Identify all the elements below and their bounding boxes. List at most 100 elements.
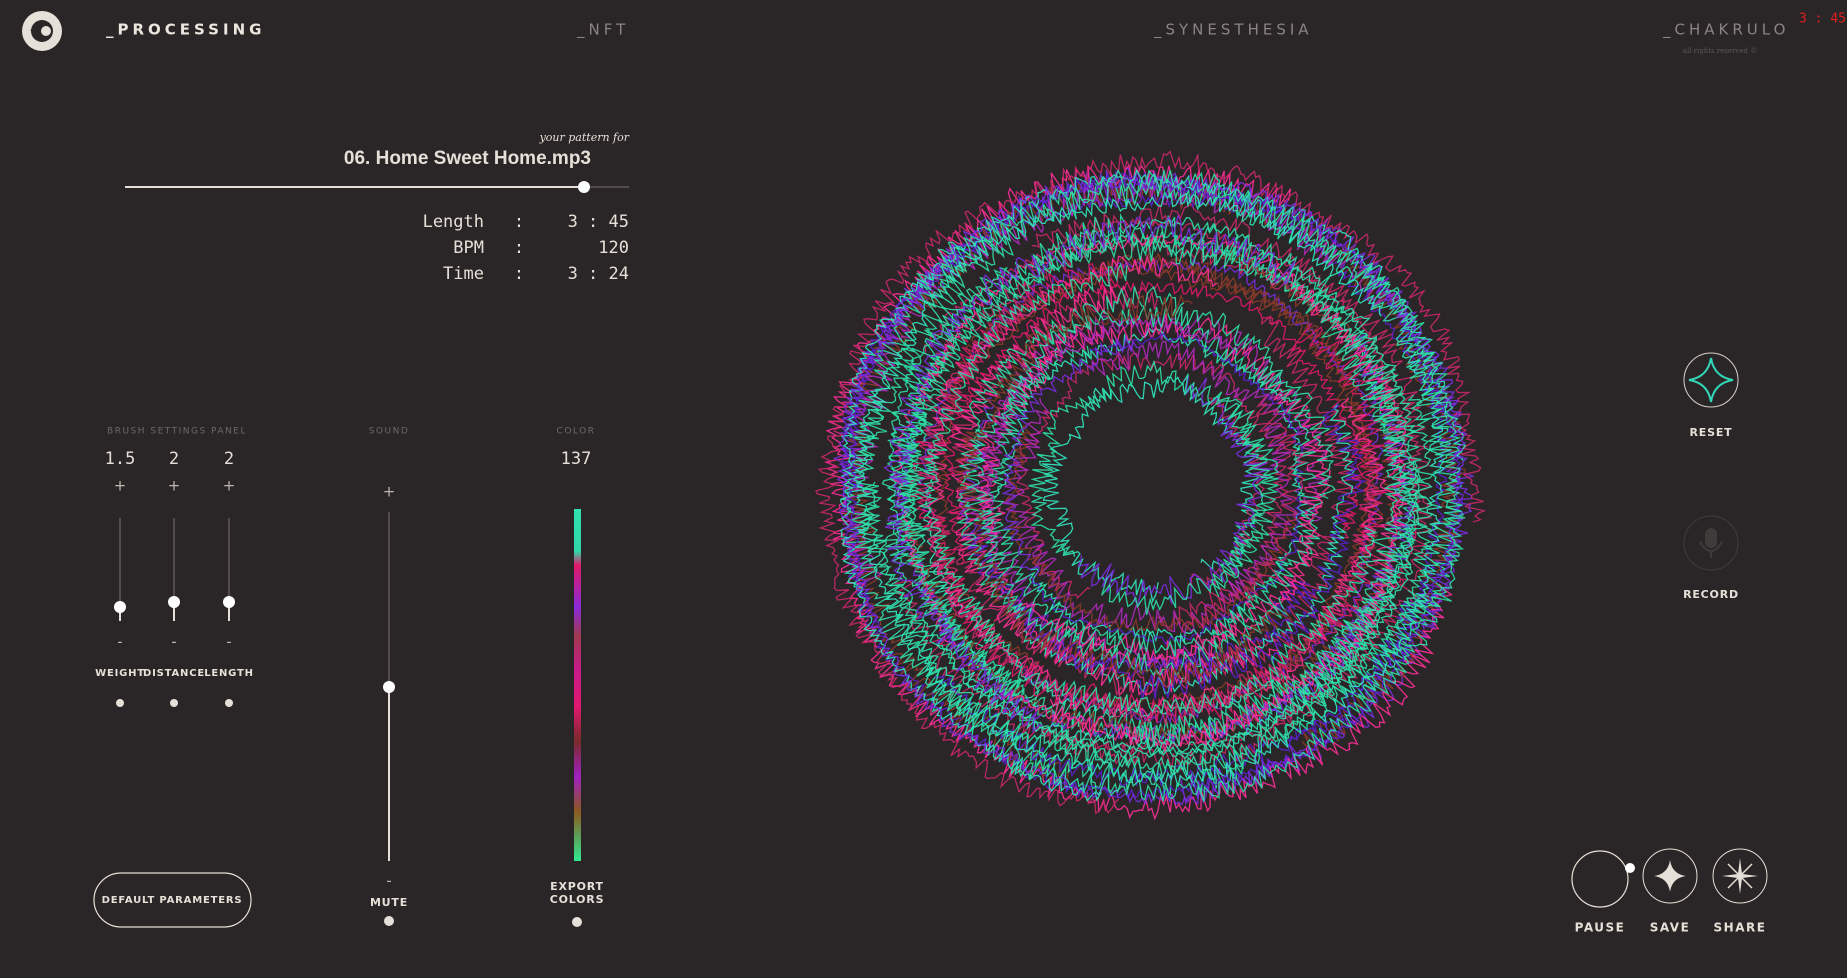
share-icon-rays [1727,863,1753,889]
plus[interactable]: + [168,477,181,495]
brush-controls: 1.5 + - WEIGHT 2 + - DISTANCE 2 + - LENGTH [95,449,254,707]
pattern-stroke [958,397,1222,674]
mute-label[interactable]: MUTE [370,896,408,909]
info-label: Length [423,212,484,232]
toggle-dot[interactable] [384,916,394,926]
slider-handle[interactable] [383,681,395,693]
pattern-stroke [1136,403,1368,700]
toggle-dot[interactable] [116,699,124,707]
info-value: 120 [598,238,629,258]
pattern-stroke [926,254,1388,719]
pattern-stroke [916,287,1383,727]
icon-ring [1683,352,1739,408]
info-sep: : [514,238,524,258]
slider-handle[interactable] [168,596,180,608]
reset-icon [1688,357,1734,403]
track-caption: your pattern for [539,131,630,144]
info-value: 3 : 24 [568,264,629,284]
pattern-stroke [1077,375,1274,606]
nav-link[interactable]: _PROCESSING [106,21,265,39]
pattern-stroke [976,319,1331,669]
pattern-stroke [1049,263,1408,754]
pattern-stroke [934,266,1377,711]
info-value: 3 : 45 [568,212,629,232]
button-outline [93,872,252,928]
icon-ring [1571,850,1629,908]
pattern-stroke [1041,376,1262,604]
copyright: all rights reserved © [1683,47,1757,55]
pattern-stroke [963,460,1420,755]
progress-handle[interactable] [578,181,590,193]
action-label: SAVE [1650,921,1691,935]
pattern-stroke [1101,395,1279,616]
save-button[interactable]: SAVE [1642,848,1698,935]
toggle-dot[interactable] [225,699,233,707]
record-label[interactable]: RECORD [1683,588,1739,601]
info-label: BPM [453,238,484,258]
pattern-stroke [896,232,1415,748]
default-button[interactable]: DEFAULT PARAMETERS [93,872,252,928]
panel-title: BRUSH SETTINGS PANEL [107,427,247,437]
pattern-stroke [917,262,1379,716]
pause-button[interactable]: PAUSE [1571,850,1635,935]
pattern-stroke [1000,340,1299,636]
pattern-stroke [883,213,1296,733]
pattern-stroke [1001,334,1140,577]
toggle-dot[interactable] [170,699,178,707]
minus[interactable]: - [386,872,391,890]
color-bar[interactable] [574,509,581,861]
record-button[interactable] [1683,515,1739,571]
pattern-stroke [849,190,1446,788]
toggle-dot[interactable] [572,917,582,927]
info-label: Time [443,264,484,284]
pattern-stroke [978,321,1324,657]
mic-stand [1699,541,1723,558]
button-label: DEFAULT PARAMETERS [102,895,243,906]
pattern-stroke [836,167,1474,806]
nav-link[interactable]: _SYNESTHESIA [1153,21,1313,40]
icon-ring [1642,848,1698,904]
reset-button[interactable]: RESET [1683,352,1739,439]
share-button[interactable]: SHARE [1712,848,1768,935]
brush-value: 2 [224,449,234,469]
pattern-stroke [1180,395,1308,633]
plus[interactable]: + [223,477,236,495]
brush-label: LENGTH [204,668,254,679]
action-label: SHARE [1714,921,1767,935]
mic-icon [1705,528,1717,548]
pattern-stroke [1028,359,1277,598]
reset-label: RESET [1690,426,1733,439]
slider-handle[interactable] [223,596,235,608]
action-label: PAUSE [1575,921,1626,935]
export-label[interactable]: COLORS [550,893,605,906]
export-label[interactable]: EXPORT [550,880,604,893]
brush-label: DISTANCE [143,668,205,679]
nav-link[interactable]: _CHAKRULO [1662,21,1789,40]
plus[interactable]: + [114,477,127,495]
brush-value: 2 [169,449,179,469]
info-sep: : [514,264,524,284]
track-name: 06. Home Sweet Home.mp3 [344,148,591,169]
pattern [815,150,1487,821]
pause-dot [1625,863,1635,873]
track-info: Length: 3 : 45 BPM: 120 Time: 3 : 24 [423,212,629,284]
clock: 3 : 45 [1799,12,1846,27]
brush-value: 1.5 [105,449,136,469]
minus[interactable]: - [226,633,231,651]
color-value: 137 [561,449,592,469]
icon-ring [1712,848,1768,904]
pattern-stroke [955,293,1293,686]
logo[interactable] [22,11,62,51]
pattern-stroke [981,314,1238,546]
nav-link[interactable]: _NFT [576,21,629,40]
icon-ring [1683,515,1739,571]
minus[interactable]: - [117,633,122,651]
pattern-stroke [896,358,1386,746]
plus[interactable]: + [383,483,396,501]
minus[interactable]: - [171,633,176,651]
panel-title: COLOR [557,427,596,437]
pattern-stroke [1029,333,1304,645]
pattern-stroke [855,238,1425,781]
slider-handle[interactable] [114,601,126,613]
